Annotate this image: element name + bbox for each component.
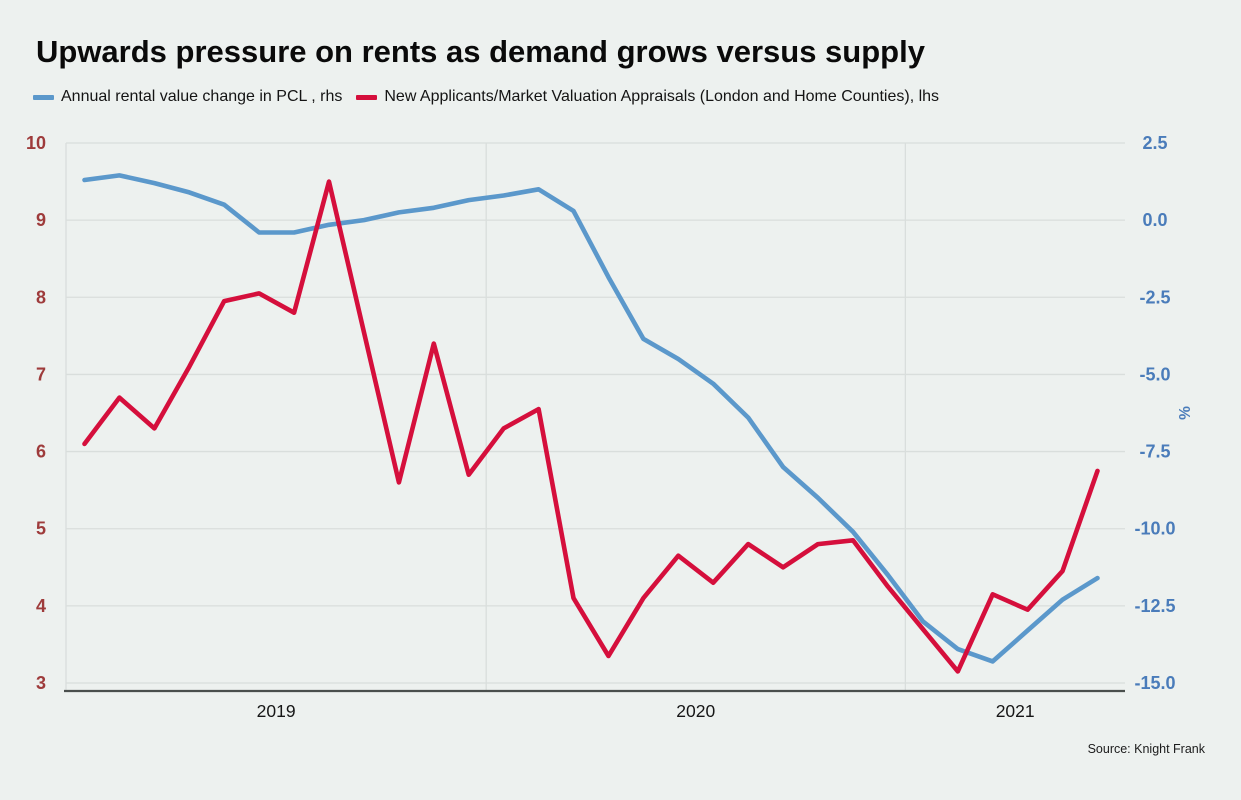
legend: Annual rental value change in PCL , rhs … — [33, 88, 939, 106]
left-axis-tick-label: 4 — [36, 596, 46, 616]
right-axis-tick-label: 0.0 — [1142, 210, 1167, 230]
x-axis-tick-label: 2020 — [676, 701, 715, 721]
right-axis-tick-label: -7.5 — [1139, 442, 1170, 462]
right-axis-tick-label: 2.5 — [1142, 133, 1167, 153]
red-line-swatch-icon — [356, 94, 378, 100]
right-axis-tick-label: -2.5 — [1139, 287, 1170, 307]
blue-line-swatch-icon — [33, 94, 54, 100]
applicants-vs-appraisals-line — [82, 179, 1100, 674]
left-axis-tick-label: 7 — [36, 364, 46, 384]
legend-item-rental-value-pcl: Annual rental value change in PCL , rhs — [33, 88, 342, 106]
left-axis-tick-label: 10 — [26, 133, 46, 153]
pcl-rental-change-line — [82, 173, 1100, 664]
left-axis-tick-label: 3 — [36, 673, 46, 693]
legend-item-new-applicants: New Applicants/Market Valuation Appraisa… — [356, 88, 939, 106]
left-axis-tick-label: 9 — [36, 210, 46, 230]
right-axis-tick-label: -5.0 — [1139, 364, 1170, 384]
legend-label-rental-value-pcl: Annual rental value change in PCL , rhs — [61, 88, 343, 105]
left-axis-tick-label: 5 — [36, 519, 46, 539]
right-axis-unit-label: % — [1177, 406, 1194, 420]
left-axis-tick-label: 8 — [36, 287, 46, 307]
source-credit: Source: Knight Frank — [1087, 742, 1205, 756]
right-axis-tick-label: -12.5 — [1134, 596, 1175, 616]
legend-label-new-applicants: New Applicants/Market Valuation Appraisa… — [384, 88, 940, 105]
x-axis-tick-label: 2021 — [996, 701, 1035, 721]
right-axis-tick-label: -15.0 — [1134, 673, 1175, 693]
left-axis-tick-label: 6 — [36, 442, 46, 462]
right-axis-tick-label: -10.0 — [1134, 519, 1175, 539]
chart-title: Upwards pressure on rents as demand grow… — [36, 34, 925, 69]
x-axis-tick-label: 2019 — [257, 701, 296, 721]
